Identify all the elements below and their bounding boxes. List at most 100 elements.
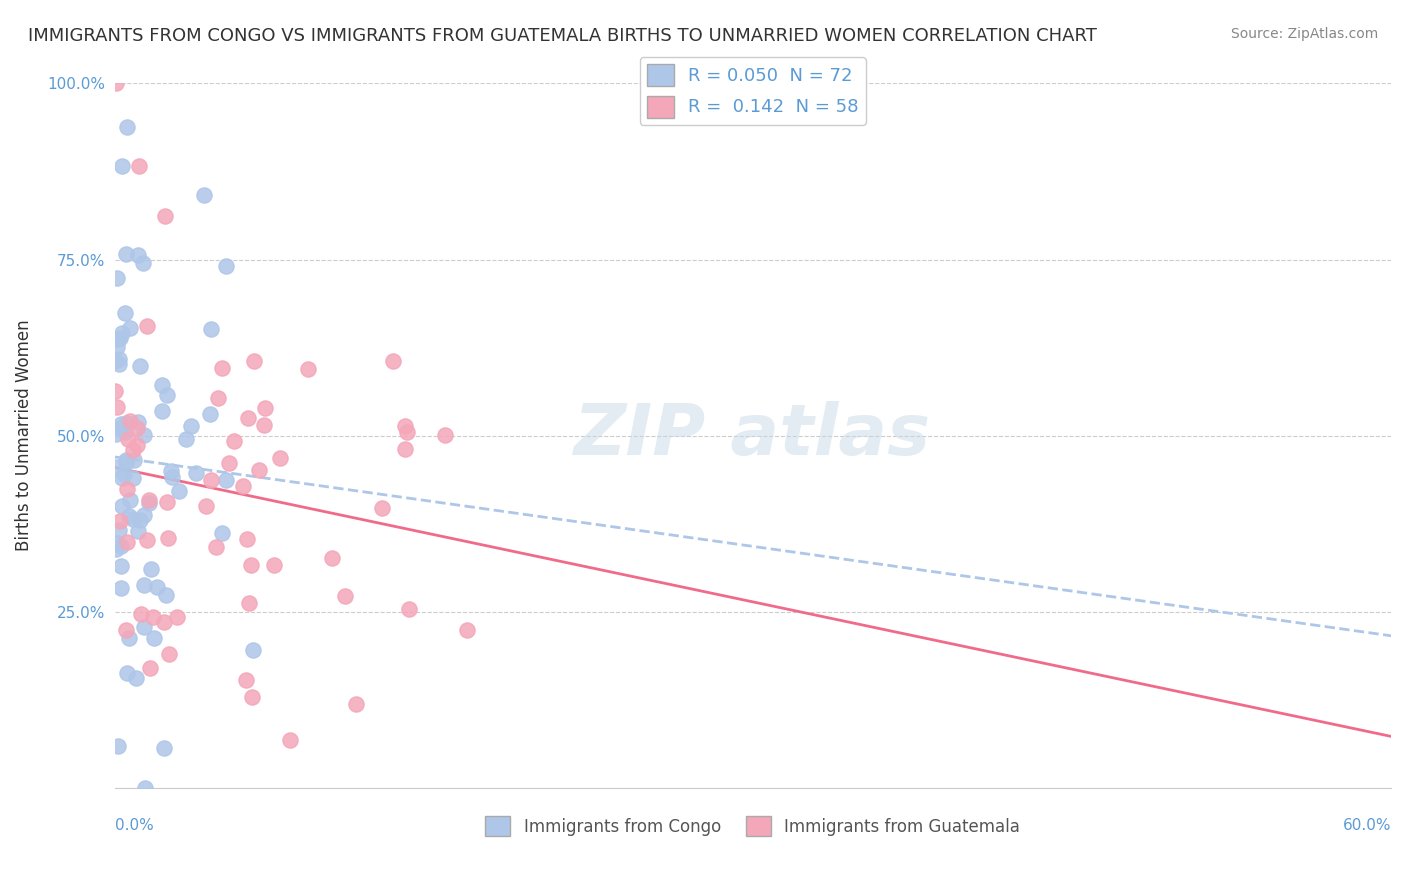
Point bbox=[105, 270, 128, 285]
Point bbox=[122, 452, 145, 467]
Point bbox=[395, 425, 418, 440]
Point bbox=[128, 359, 150, 373]
Text: 0.0%: 0.0% bbox=[115, 818, 153, 833]
Point bbox=[134, 780, 156, 795]
Point bbox=[382, 353, 405, 368]
Point bbox=[110, 417, 132, 431]
Point bbox=[114, 246, 136, 260]
Point bbox=[278, 732, 301, 747]
Text: 60.0%: 60.0% bbox=[1343, 818, 1391, 833]
Point bbox=[110, 581, 132, 595]
Point bbox=[344, 698, 367, 712]
Point bbox=[108, 421, 131, 435]
Point bbox=[132, 256, 155, 270]
Point bbox=[142, 610, 165, 624]
Point bbox=[211, 361, 233, 376]
Point bbox=[166, 610, 188, 624]
Point bbox=[180, 419, 202, 434]
Legend: Immigrants from Congo, Immigrants from Guatemala: Immigrants from Congo, Immigrants from G… bbox=[479, 809, 1026, 843]
Point bbox=[152, 740, 174, 755]
Point bbox=[240, 690, 263, 704]
Point bbox=[128, 513, 150, 527]
Point bbox=[114, 425, 136, 439]
Point bbox=[108, 352, 131, 367]
Point bbox=[139, 661, 162, 675]
Point bbox=[159, 647, 181, 661]
Point bbox=[108, 514, 131, 528]
Point bbox=[115, 120, 138, 134]
Text: Source: ZipAtlas.com: Source: ZipAtlas.com bbox=[1230, 27, 1378, 41]
Point bbox=[242, 643, 264, 657]
Point bbox=[114, 623, 136, 637]
Point bbox=[456, 623, 478, 637]
Point bbox=[127, 438, 149, 452]
Point bbox=[176, 433, 198, 447]
Point bbox=[247, 462, 270, 476]
Point bbox=[111, 159, 134, 173]
Point bbox=[112, 467, 135, 481]
Point bbox=[115, 416, 138, 430]
Point bbox=[110, 471, 132, 485]
Point bbox=[110, 558, 132, 573]
Point bbox=[105, 460, 128, 475]
Point bbox=[132, 427, 155, 442]
Point bbox=[111, 326, 134, 341]
Point bbox=[105, 536, 128, 550]
Point bbox=[114, 455, 136, 469]
Point bbox=[132, 620, 155, 634]
Y-axis label: Births to Unmarried Women: Births to Unmarried Women bbox=[15, 320, 32, 551]
Point bbox=[207, 391, 229, 405]
Point bbox=[122, 512, 145, 526]
Point bbox=[118, 321, 141, 335]
Point bbox=[232, 479, 254, 493]
Point bbox=[128, 159, 150, 173]
Point bbox=[155, 589, 177, 603]
Point bbox=[107, 524, 129, 538]
Point bbox=[127, 415, 149, 429]
Point bbox=[121, 471, 143, 485]
Text: ZIP atlas: ZIP atlas bbox=[574, 401, 931, 470]
Point bbox=[215, 260, 238, 274]
Point bbox=[333, 589, 356, 603]
Point bbox=[205, 540, 228, 554]
Point bbox=[153, 615, 176, 629]
Point bbox=[105, 340, 128, 354]
Point bbox=[238, 411, 260, 425]
Point bbox=[193, 188, 215, 202]
Point bbox=[242, 354, 264, 368]
Point bbox=[118, 631, 141, 645]
Point bbox=[104, 384, 127, 398]
Point bbox=[433, 428, 456, 442]
Point bbox=[156, 531, 179, 545]
Point bbox=[269, 451, 291, 466]
Point bbox=[222, 434, 245, 448]
Point bbox=[138, 496, 160, 510]
Point bbox=[211, 525, 233, 540]
Point bbox=[195, 499, 218, 513]
Point bbox=[111, 499, 134, 513]
Point bbox=[141, 562, 163, 576]
Point bbox=[156, 495, 179, 509]
Point bbox=[371, 500, 394, 515]
Point bbox=[118, 413, 141, 427]
Point bbox=[156, 388, 179, 402]
Point bbox=[321, 550, 343, 565]
Point bbox=[115, 482, 138, 496]
Point bbox=[114, 306, 136, 320]
Point bbox=[150, 378, 173, 392]
Point bbox=[104, 354, 127, 368]
Point bbox=[153, 209, 176, 223]
Point bbox=[127, 524, 149, 539]
Point bbox=[105, 541, 128, 556]
Point bbox=[132, 508, 155, 522]
Point bbox=[107, 739, 129, 753]
Point bbox=[104, 77, 127, 91]
Point bbox=[104, 427, 127, 442]
Point bbox=[120, 493, 142, 508]
Point bbox=[200, 473, 222, 487]
Point bbox=[297, 361, 319, 376]
Point bbox=[118, 508, 141, 523]
Point bbox=[115, 453, 138, 467]
Point bbox=[108, 330, 131, 344]
Point bbox=[240, 558, 263, 572]
